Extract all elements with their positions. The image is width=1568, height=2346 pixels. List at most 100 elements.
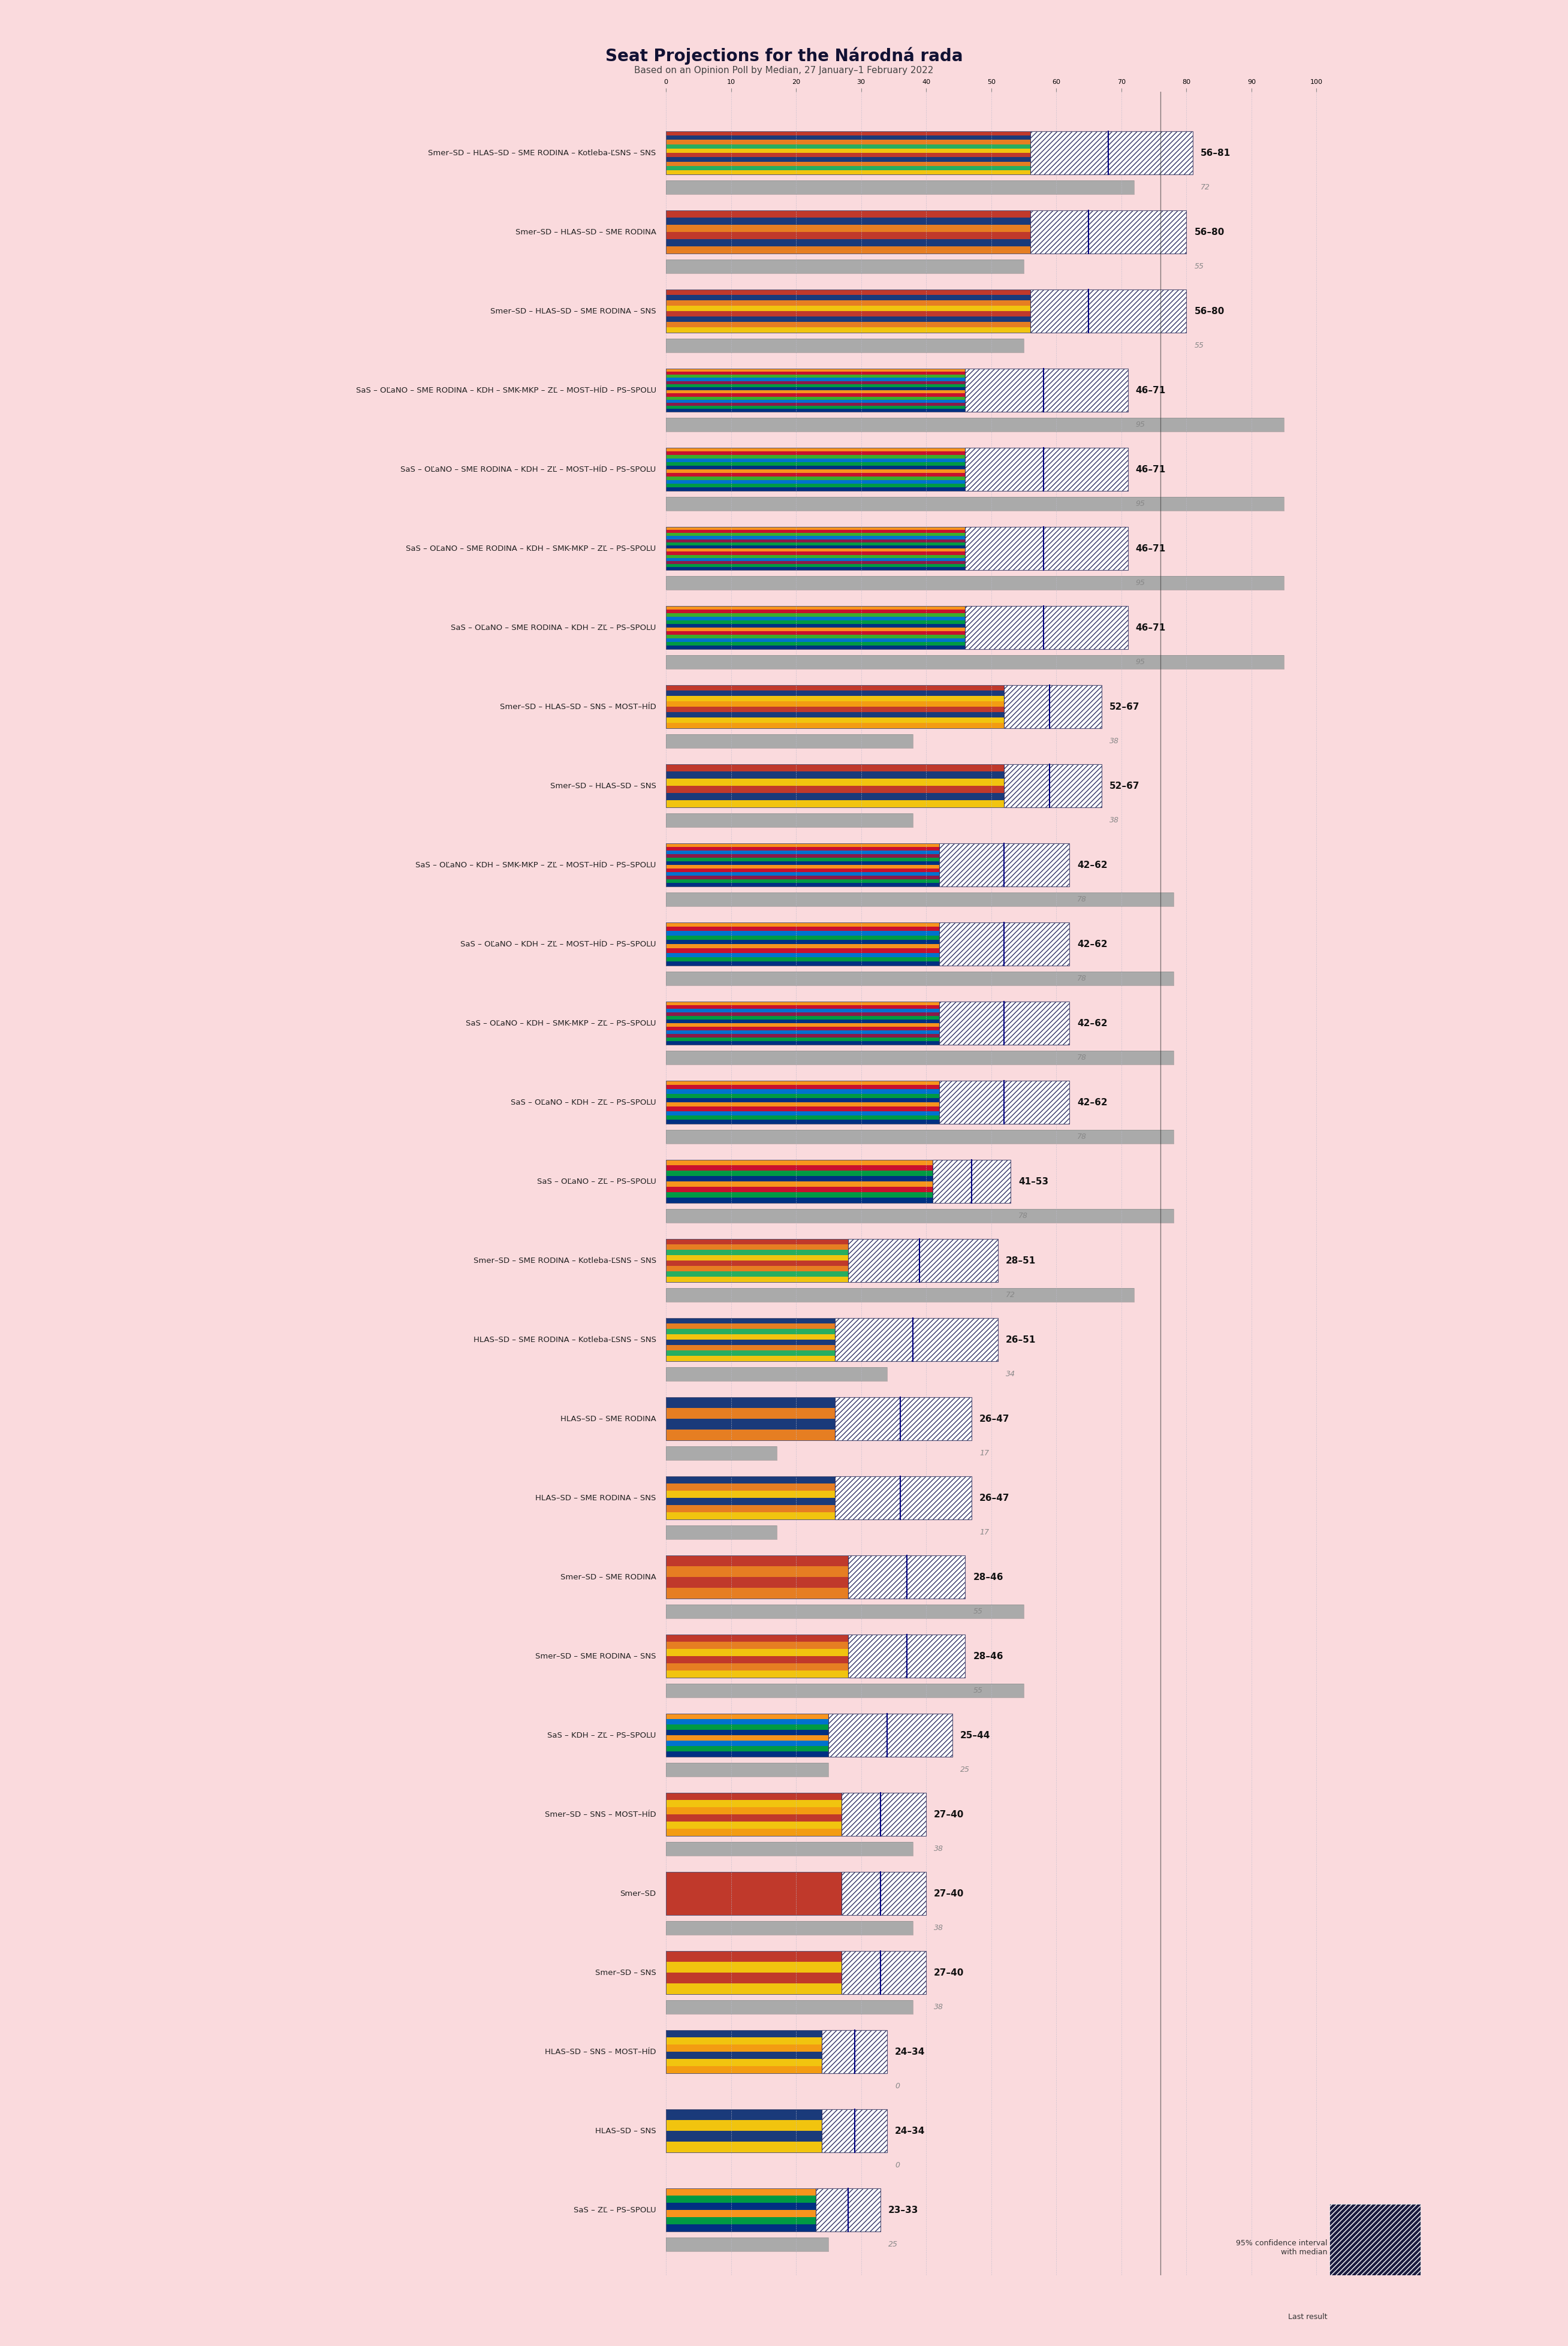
Bar	[666, 948, 939, 952]
Bar	[666, 394, 966, 396]
Bar	[666, 1021, 939, 1023]
Text: 28–46: 28–46	[974, 1572, 1004, 1581]
Text: 28–51: 28–51	[1005, 1255, 1035, 1264]
Bar	[666, 636, 966, 638]
Text: 17: 17	[980, 1530, 989, 1537]
Text: SaS – OĽaNO – SME RODINA – KDH – ZĽ – MOST–HÍD – PS–SPOLU: SaS – OĽaNO – SME RODINA – KDH – ZĽ – MO…	[401, 465, 655, 474]
Text: 24–34: 24–34	[895, 2125, 925, 2135]
Bar	[666, 375, 966, 378]
Bar	[666, 544, 966, 549]
Bar	[939, 842, 1069, 887]
Bar	[666, 1288, 1134, 1302]
Bar	[666, 1513, 836, 1520]
Bar	[666, 2224, 815, 2231]
Text: 17: 17	[980, 1450, 989, 1457]
Text: 42–62: 42–62	[1077, 861, 1107, 870]
Bar	[1004, 685, 1102, 730]
Bar	[666, 371, 966, 375]
Text: 26–47: 26–47	[980, 1494, 1010, 1501]
Text: 72: 72	[1005, 1290, 1014, 1300]
Bar	[666, 338, 1024, 352]
Bar	[666, 1260, 848, 1267]
Bar	[666, 1035, 939, 1037]
Bar	[666, 2142, 822, 2154]
Bar	[666, 734, 913, 748]
Text: 78: 78	[1019, 1213, 1029, 1220]
Bar	[666, 629, 966, 631]
Bar	[666, 1525, 776, 1539]
Bar	[966, 448, 1127, 490]
Bar	[666, 1042, 939, 1044]
Bar	[848, 1239, 997, 1283]
Bar	[666, 551, 966, 554]
Bar	[966, 368, 1127, 413]
Bar	[666, 2060, 822, 2067]
Bar	[666, 1318, 836, 1323]
Bar	[666, 157, 1030, 162]
Bar	[666, 1318, 997, 1361]
Bar	[666, 1208, 1173, 1222]
Bar	[666, 2189, 881, 2231]
Bar	[666, 418, 1284, 432]
Text: HLAS–SD – SME RODINA – Kotleba-ĽSNS – SNS: HLAS–SD – SME RODINA – Kotleba-ĽSNS – SN…	[474, 1335, 655, 1344]
Text: 55: 55	[974, 1687, 983, 1694]
Bar	[666, 1089, 939, 1093]
Bar	[666, 575, 1284, 591]
Text: SaS – OĽaNO – ZĽ – PS–SPOLU: SaS – OĽaNO – ZĽ – PS–SPOLU	[536, 1178, 655, 1185]
Bar	[666, 690, 1004, 697]
Text: Smer–SD – HLAS–SD – SME RODINA – SNS: Smer–SD – HLAS–SD – SME RODINA – SNS	[491, 307, 655, 314]
Text: 25–44: 25–44	[960, 1731, 989, 1741]
Bar	[666, 952, 939, 957]
Bar	[666, 2036, 822, 2043]
Bar	[666, 1745, 828, 1752]
Bar	[666, 1356, 836, 1361]
Bar	[666, 1982, 842, 1994]
Bar	[666, 1823, 842, 1830]
Text: Last result: Last result	[1289, 2313, 1328, 2320]
Text: Smer–SD – HLAS–SD – SNS: Smer–SD – HLAS–SD – SNS	[550, 781, 655, 791]
Bar	[666, 1999, 913, 2015]
Text: 46–71: 46–71	[1135, 385, 1165, 394]
Text: 78: 78	[1077, 1053, 1087, 1060]
Text: Smer–SD – HLAS–SD – SME RODINA: Smer–SD – HLAS–SD – SME RODINA	[516, 228, 655, 237]
Text: 95: 95	[1135, 500, 1145, 507]
Bar	[666, 232, 1030, 239]
Bar	[666, 1051, 1173, 1065]
Bar	[666, 1684, 1024, 1699]
Bar	[666, 476, 966, 481]
Bar	[666, 624, 966, 629]
Bar	[666, 1107, 939, 1112]
Bar	[666, 2238, 828, 2252]
Bar	[666, 389, 966, 394]
Text: 38: 38	[935, 1924, 944, 1931]
Bar	[666, 1084, 939, 1089]
Text: 0: 0	[895, 2161, 900, 2170]
Bar	[666, 1288, 1134, 1302]
Bar	[666, 891, 1173, 906]
Bar	[666, 554, 966, 558]
Bar	[666, 922, 1069, 967]
Bar	[666, 575, 1284, 591]
Bar	[666, 225, 1030, 232]
Bar	[666, 1171, 933, 1175]
Bar	[666, 404, 966, 406]
Bar	[666, 2210, 815, 2217]
Text: 25: 25	[960, 1767, 969, 1774]
Text: 56–80: 56–80	[1195, 228, 1225, 237]
Bar	[666, 971, 1173, 985]
Bar	[666, 1921, 913, 1935]
Bar	[666, 1605, 1024, 1619]
Bar	[666, 779, 1004, 786]
Bar	[666, 483, 966, 488]
Text: 26–51: 26–51	[1005, 1335, 1036, 1344]
Bar	[666, 1577, 848, 1588]
Text: SaS – OĽaNO – SME RODINA – KDH – SMK-MKP – ZĽ – MOST–HÍD – PS–SPOLU: SaS – OĽaNO – SME RODINA – KDH – SMK-MKP…	[356, 387, 655, 394]
Text: 0: 0	[895, 2083, 900, 2090]
Bar	[666, 1239, 848, 1243]
Bar	[666, 1098, 939, 1103]
Bar	[842, 1872, 927, 1914]
Bar	[666, 312, 1030, 317]
Text: HLAS–SD – SNS – MOST–HÍD: HLAS–SD – SNS – MOST–HÍD	[546, 2048, 655, 2055]
Bar	[666, 800, 1004, 807]
Bar	[666, 1004, 939, 1009]
